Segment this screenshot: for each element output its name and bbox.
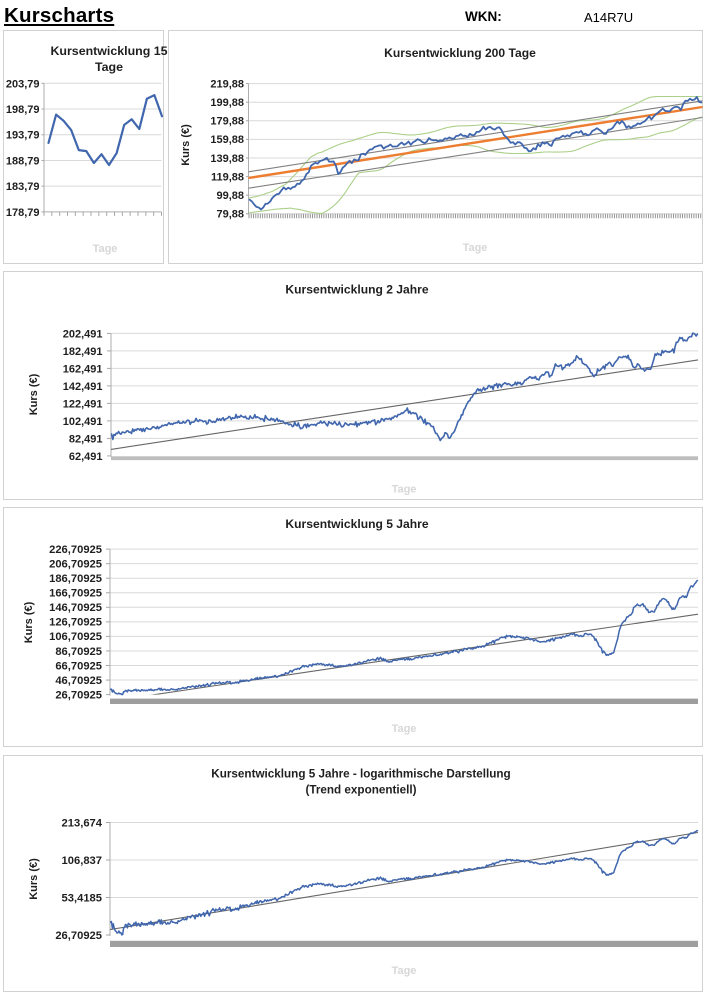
svg-text:Tage: Tage [93,243,118,255]
svg-text:146,70925: 146,70925 [49,602,102,614]
svg-text:119,88: 119,88 [211,171,244,183]
svg-text:66,70925: 66,70925 [55,660,102,672]
svg-text:Kurs (€): Kurs (€) [180,124,192,166]
svg-text:139,88: 139,88 [210,153,244,165]
svg-text:Tage: Tage [392,484,417,496]
svg-text:62,491: 62,491 [69,451,103,463]
svg-text:79,88: 79,88 [216,209,244,221]
svg-text:178,79: 178,79 [6,207,40,219]
svg-text:46,70925: 46,70925 [55,675,102,687]
svg-text:106,837: 106,837 [62,855,102,867]
svg-text:82,491: 82,491 [69,433,103,445]
svg-text:179,88: 179,88 [210,116,244,128]
svg-text:166,70925: 166,70925 [49,588,102,600]
svg-text:188,79: 188,79 [6,156,40,168]
svg-text:Kurs (€): Kurs (€) [23,601,35,643]
svg-text:183,79: 183,79 [6,181,40,193]
svg-text:Kursentwicklung 2 Jahre: Kursentwicklung 2 Jahre [285,283,428,297]
svg-text:122,491: 122,491 [63,398,103,410]
svg-text:Kursentwicklung 5 Jahre - loga: Kursentwicklung 5 Jahre - logarithmische… [211,768,510,781]
svg-text:186,70925: 186,70925 [49,573,102,585]
svg-text:(Trend exponentiell): (Trend exponentiell) [305,784,416,797]
svg-text:142,491: 142,491 [63,381,103,393]
svg-text:86,70925: 86,70925 [55,646,102,658]
svg-text:203,79: 203,79 [6,78,40,90]
svg-text:162,491: 162,491 [63,363,103,375]
svg-text:182,491: 182,491 [63,346,103,358]
svg-text:Tage: Tage [392,965,417,977]
svg-text:159,88: 159,88 [210,134,244,146]
svg-text:206,70925: 206,70925 [49,559,102,571]
svg-text:99,88: 99,88 [216,190,244,202]
svg-text:126,70925: 126,70925 [49,617,102,629]
svg-text:202,491: 202,491 [63,328,103,340]
svg-text:213,674: 213,674 [62,817,103,829]
svg-text:198,79: 198,79 [6,104,40,116]
svg-text:219,88: 219,88 [210,78,244,90]
svg-text:Kursentwicklung 200 Tage: Kursentwicklung 200 Tage [384,46,536,60]
svg-text:26,70925: 26,70925 [55,689,102,701]
svg-text:102,491: 102,491 [63,416,103,428]
svg-text:Kursentwicklung 15: Kursentwicklung 15 [50,44,167,58]
svg-text:Kurs (€): Kurs (€) [28,858,40,900]
svg-text:Tage: Tage [463,242,488,254]
svg-text:53,4185: 53,4185 [62,892,102,904]
svg-text:Kursentwicklung 5 Jahre: Kursentwicklung 5 Jahre [285,517,428,531]
svg-text:226,70925: 226,70925 [49,544,102,556]
svg-text:26,70925: 26,70925 [55,930,102,942]
svg-text:Tage: Tage [392,723,417,735]
svg-text:106,70925: 106,70925 [49,631,102,643]
svg-text:199,88: 199,88 [210,97,244,109]
svg-text:193,79: 193,79 [6,130,40,142]
svg-text:Tage: Tage [95,60,123,74]
svg-text:Kurs (€): Kurs (€) [28,373,40,415]
